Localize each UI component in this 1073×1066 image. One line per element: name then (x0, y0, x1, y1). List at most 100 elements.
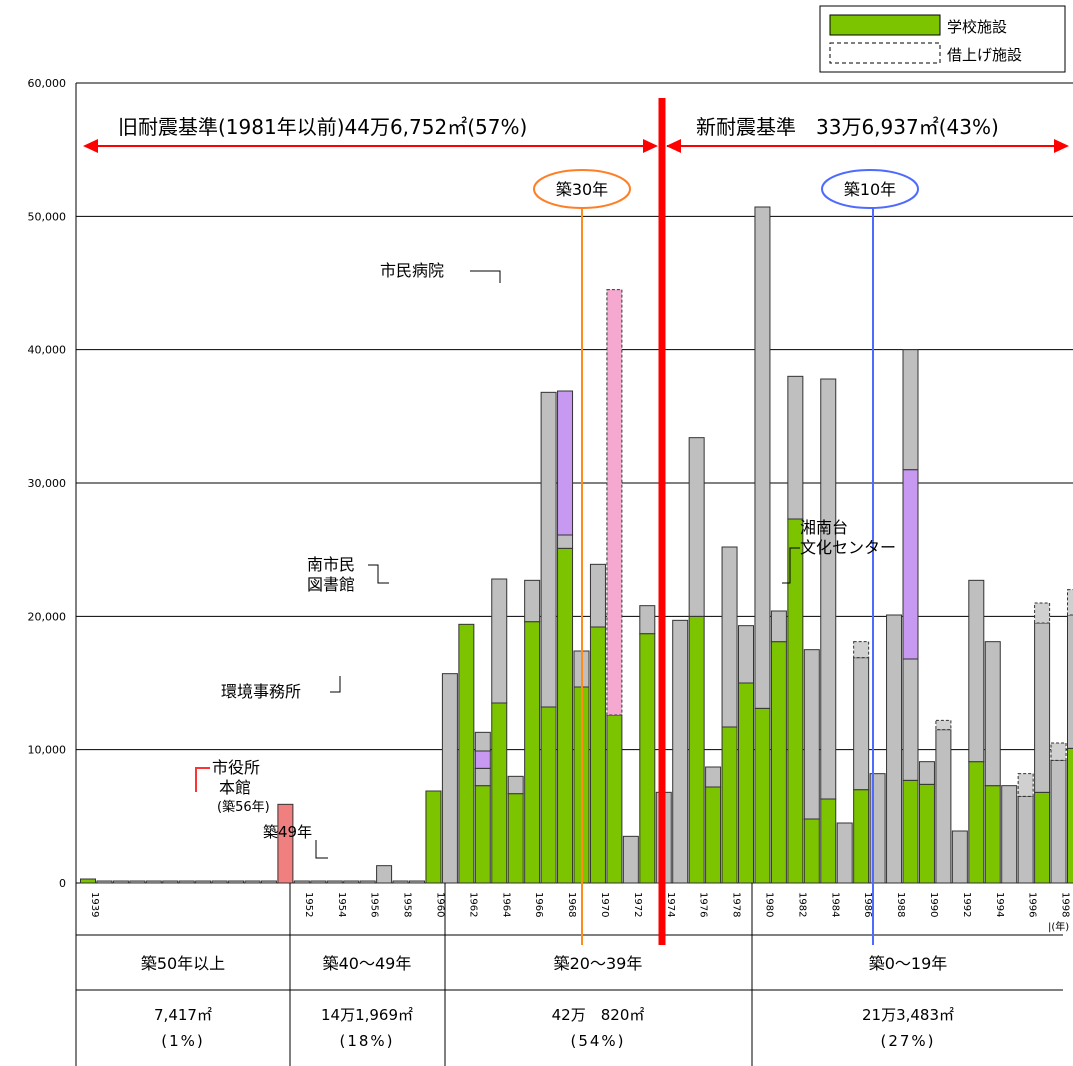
bar-leased (1034, 602, 1051, 624)
x-tick-label: 1980 (763, 892, 774, 917)
bar-other (491, 578, 508, 704)
bar-leased (935, 719, 952, 731)
bar-purple (557, 390, 574, 536)
bar-other (260, 880, 277, 884)
x-tick-label: 1996 (1027, 892, 1038, 917)
y-tick-label: 40,000 (28, 344, 67, 357)
x-tick-label: 1990 (928, 892, 939, 917)
bar-other (787, 375, 804, 520)
bar-other (721, 546, 738, 728)
y-tick-label: 60,000 (28, 77, 67, 90)
table-category: 築50年以上 (141, 954, 225, 973)
bar-other (836, 822, 853, 884)
table-percent: (1%) (161, 1032, 205, 1050)
table-percent: (54%) (570, 1032, 625, 1050)
shonandai-label: 湘南台 (800, 518, 848, 537)
x-tick-label: 1958 (402, 892, 413, 917)
arrow-head (83, 139, 98, 153)
bar-other (886, 614, 903, 884)
bar-other (1067, 614, 1073, 749)
bar-other (145, 880, 162, 884)
bar-other (1050, 759, 1067, 884)
bar-other (902, 658, 919, 781)
bar-other (376, 865, 393, 884)
age30-circle (533, 169, 631, 209)
leader-line (470, 270, 501, 283)
bar-other (326, 880, 343, 884)
table-percent: (27%) (880, 1032, 935, 1050)
leader-line (195, 767, 210, 792)
bar-school (754, 707, 771, 884)
bar-other (589, 563, 606, 628)
bar-other (1017, 795, 1034, 884)
x-tick-label: 1954 (336, 892, 347, 917)
bar-other (129, 880, 146, 884)
bar-school (491, 702, 508, 884)
bar-other (803, 649, 820, 820)
bar-other (343, 880, 360, 884)
leader-line (782, 547, 800, 584)
x-tick-label: 1984 (829, 892, 840, 917)
bar-other (211, 880, 228, 884)
table-category: 築0～19年 (869, 954, 948, 973)
bar-other (853, 657, 870, 791)
bar-other (968, 579, 985, 763)
bar-other (951, 830, 968, 884)
env-office-label: 環境事務所 (221, 682, 301, 701)
bar-other (474, 731, 491, 752)
arrow-head (1054, 139, 1069, 153)
leader-line (315, 840, 328, 859)
bar-school (770, 641, 787, 884)
bar-other (1001, 785, 1018, 884)
y-tick-label: 20,000 (28, 610, 67, 623)
bar-other (902, 349, 919, 471)
bar-purple (902, 469, 919, 660)
bar-school (803, 818, 820, 884)
y-tick-label: 30,000 (28, 477, 67, 490)
x-tick-label: 1962 (467, 892, 478, 917)
bar-other (918, 761, 935, 785)
age10-label: 築10年 (844, 180, 896, 199)
age30-label: 築30年 (556, 180, 608, 199)
bar-leased (1050, 742, 1067, 761)
bar-other (639, 605, 656, 635)
bar-school (902, 779, 919, 884)
bar-school (853, 789, 870, 884)
city-hall-label: 本館 (219, 778, 251, 797)
table-area: 7,417㎡ (154, 1006, 212, 1024)
arrow-head (666, 139, 681, 153)
bar-school (688, 615, 705, 884)
bar-school (425, 790, 442, 884)
age10-circle (821, 169, 919, 209)
legend-label-leased: 借上げ施設 (947, 46, 1022, 64)
bar-other (935, 729, 952, 884)
x-tick-label: 1986 (862, 892, 873, 917)
bar-other (96, 880, 113, 884)
y-tick-label: 10,000 (28, 744, 67, 757)
bar-other (1034, 622, 1051, 793)
x-tick-label: 1960 (434, 892, 445, 917)
leader-line (330, 676, 341, 693)
bar-other (441, 673, 458, 884)
bar-other (244, 880, 261, 884)
bar-school (540, 706, 557, 884)
bar-other (524, 579, 541, 623)
x-tick-label: 1968 (566, 892, 577, 917)
x-tick-label: 1982 (796, 892, 807, 917)
bar-other (112, 880, 129, 884)
age49-label: 築49年 (263, 823, 312, 841)
bar-school (820, 798, 837, 884)
bar-other (310, 880, 327, 884)
bar-other (195, 880, 212, 884)
bar-school (606, 714, 623, 884)
library-label: 南市民 (307, 555, 355, 574)
x-tick-label: 1939 (89, 892, 100, 917)
bar-other (557, 534, 574, 549)
bar-city-hall (277, 803, 294, 884)
shonandai-label: 文化センター (800, 538, 896, 557)
legend-label-school: 学校施設 (947, 18, 1007, 36)
bar-other (622, 835, 639, 884)
bar-school (705, 786, 722, 884)
x-tick-label: 1992 (961, 892, 972, 917)
